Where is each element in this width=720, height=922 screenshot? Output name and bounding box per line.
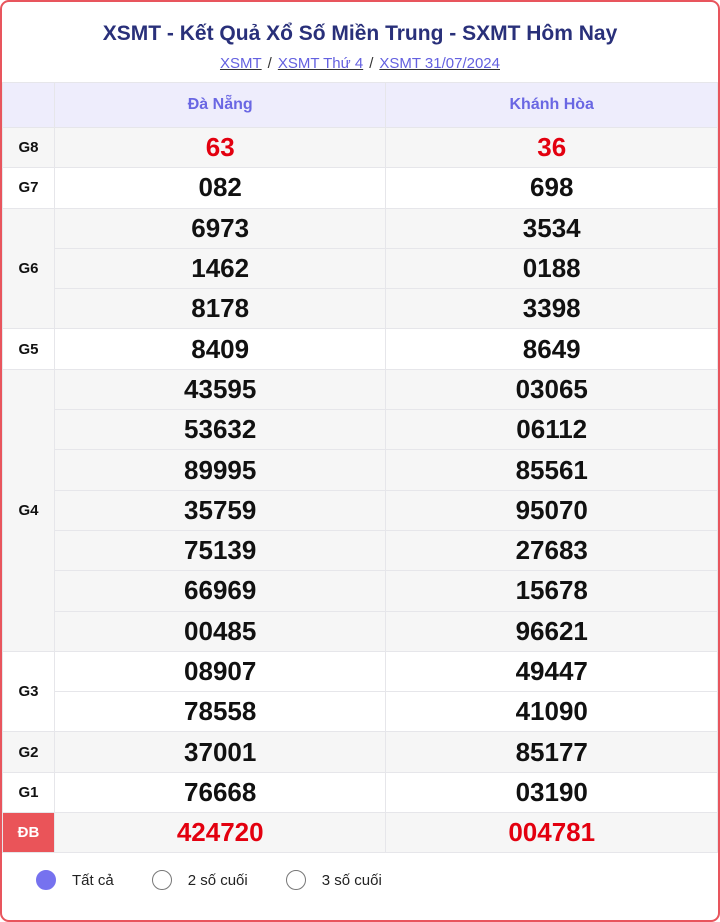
prize-number: 96621 bbox=[385, 610, 718, 652]
prize-number: 8178 bbox=[53, 288, 387, 330]
prize-number: 85177 bbox=[385, 731, 718, 773]
prize-number: 37001 bbox=[53, 731, 387, 773]
prize-label: ĐB bbox=[2, 812, 55, 854]
prize-row-g6: 8178 3398 bbox=[3, 288, 718, 330]
prize-label: G4 bbox=[2, 368, 55, 652]
prize-label: G6 bbox=[2, 207, 55, 330]
prize-row-g4: 53632 06112 bbox=[3, 409, 718, 451]
prize-row-g8: G8 63 36 bbox=[2, 126, 718, 169]
radio-button[interactable] bbox=[36, 870, 56, 890]
prize-number: 03190 bbox=[385, 771, 718, 814]
prize-row-g4: 75139 27683 bbox=[3, 529, 718, 572]
prize-label: G1 bbox=[2, 771, 55, 814]
prize-number: 63 bbox=[53, 126, 387, 169]
prize-row-g5: G5 8409 8649 bbox=[2, 328, 718, 370]
filter-option[interactable]: 2 số cuối bbox=[151, 870, 248, 890]
prize-number: 08907 bbox=[53, 650, 387, 693]
page-title: XSMT - Kết Quả Xổ Số Miền Trung - SXMT H… bbox=[102, 22, 618, 45]
results-table: Đà Nẵng Khánh Hòa G8 63 36 G7 082 698 G6 6973 35… bbox=[2, 82, 718, 854]
prize-number: 8409 bbox=[53, 328, 387, 370]
prize-number: 3398 bbox=[385, 288, 718, 330]
prize-row-g4: 89995 85561 bbox=[3, 449, 718, 491]
prize-row-g4: G4 43595 03065 bbox=[2, 368, 718, 652]
prize-number: 0188 bbox=[385, 247, 718, 290]
prize-number: 43595 bbox=[53, 368, 387, 411]
prize-row-g6: 1462 0188 bbox=[3, 247, 718, 290]
filter-option[interactable]: 3 số cuối bbox=[285, 870, 382, 890]
prize-row-g3: G3 08907 49447 bbox=[2, 650, 718, 733]
prize-number: 53632 bbox=[53, 409, 387, 451]
prize-number: 41090 bbox=[385, 691, 718, 733]
prize-number: 8649 bbox=[385, 328, 718, 370]
prize-number: 35759 bbox=[53, 489, 387, 531]
prize-row-g6: G6 6973 3534 bbox=[2, 207, 718, 330]
breadcrumb-separator: / bbox=[267, 55, 272, 72]
prize-row-g7: G7 082 698 bbox=[2, 167, 718, 209]
header-province: Khánh Hòa bbox=[385, 82, 718, 128]
breadcrumb: XSMT / XSMT Thứ 4 / XSMT 31/07/2024 bbox=[2, 55, 718, 72]
prize-number: 3534 bbox=[385, 207, 718, 249]
prize-number: 49447 bbox=[385, 650, 718, 693]
prize-row-g4: 66969 15678 bbox=[3, 570, 718, 612]
prize-row-g3: 78558 41090 bbox=[3, 691, 718, 733]
filter-option-label: 3 số cuối bbox=[321, 871, 382, 889]
filter-option-label: 2 số cuối bbox=[187, 871, 248, 889]
prize-number: 27683 bbox=[385, 529, 718, 572]
breadcrumb-weekday[interactable]: XSMT Thứ 4 bbox=[277, 55, 364, 72]
filter-option-label: Tất cả bbox=[72, 871, 114, 889]
prize-label: G3 bbox=[2, 650, 55, 733]
prize-row-g2: G2 37001 85177 bbox=[2, 731, 718, 773]
prize-row-g1: G1 76668 03190 bbox=[2, 771, 718, 814]
prize-number: 03065 bbox=[385, 368, 718, 411]
prize-number: 1462 bbox=[53, 247, 387, 290]
radio-button[interactable] bbox=[285, 870, 306, 890]
prize-number: 424720 bbox=[53, 812, 387, 854]
prize-number: 06112 bbox=[385, 409, 718, 451]
prize-number: 85561 bbox=[385, 449, 718, 491]
prize-number: 76668 bbox=[53, 771, 387, 814]
breadcrumb-date[interactable]: XSMT 31/07/2024 bbox=[379, 55, 500, 72]
filter-option[interactable]: Tất cả bbox=[36, 870, 114, 890]
prize-number: 00485 bbox=[53, 610, 387, 652]
prize-number: 75139 bbox=[53, 529, 387, 572]
prize-number: 15678 bbox=[385, 570, 718, 612]
prize-number: 95070 bbox=[385, 489, 718, 531]
prize-label: G8 bbox=[2, 126, 55, 169]
prize-row-đb: ĐB 424720 004781 bbox=[2, 812, 718, 854]
prize-number: 698 bbox=[385, 167, 718, 209]
radio-button[interactable] bbox=[151, 870, 172, 890]
header-blank bbox=[2, 82, 55, 128]
header-province: Đà Nẵng bbox=[53, 82, 387, 128]
prize-number: 082 bbox=[53, 167, 387, 209]
prize-row-g4: 35759 95070 bbox=[3, 489, 718, 531]
prize-label: G5 bbox=[2, 328, 55, 370]
prize-label: G2 bbox=[2, 731, 55, 773]
prize-number: 6973 bbox=[53, 207, 387, 249]
prize-number: 36 bbox=[385, 126, 718, 169]
digit-filter: Tất cả 2 số cuối 3 số cuối bbox=[36, 870, 420, 890]
prize-number: 89995 bbox=[53, 449, 387, 491]
prize-number: 78558 bbox=[53, 691, 387, 733]
prize-number: 66969 bbox=[53, 570, 387, 612]
breadcrumb-xsmt[interactable]: XSMT bbox=[219, 55, 262, 72]
prize-label: G7 bbox=[2, 167, 55, 209]
prize-row-g4: 00485 96621 bbox=[3, 610, 718, 652]
prize-number: 004781 bbox=[385, 812, 718, 854]
breadcrumb-separator: / bbox=[369, 55, 374, 72]
